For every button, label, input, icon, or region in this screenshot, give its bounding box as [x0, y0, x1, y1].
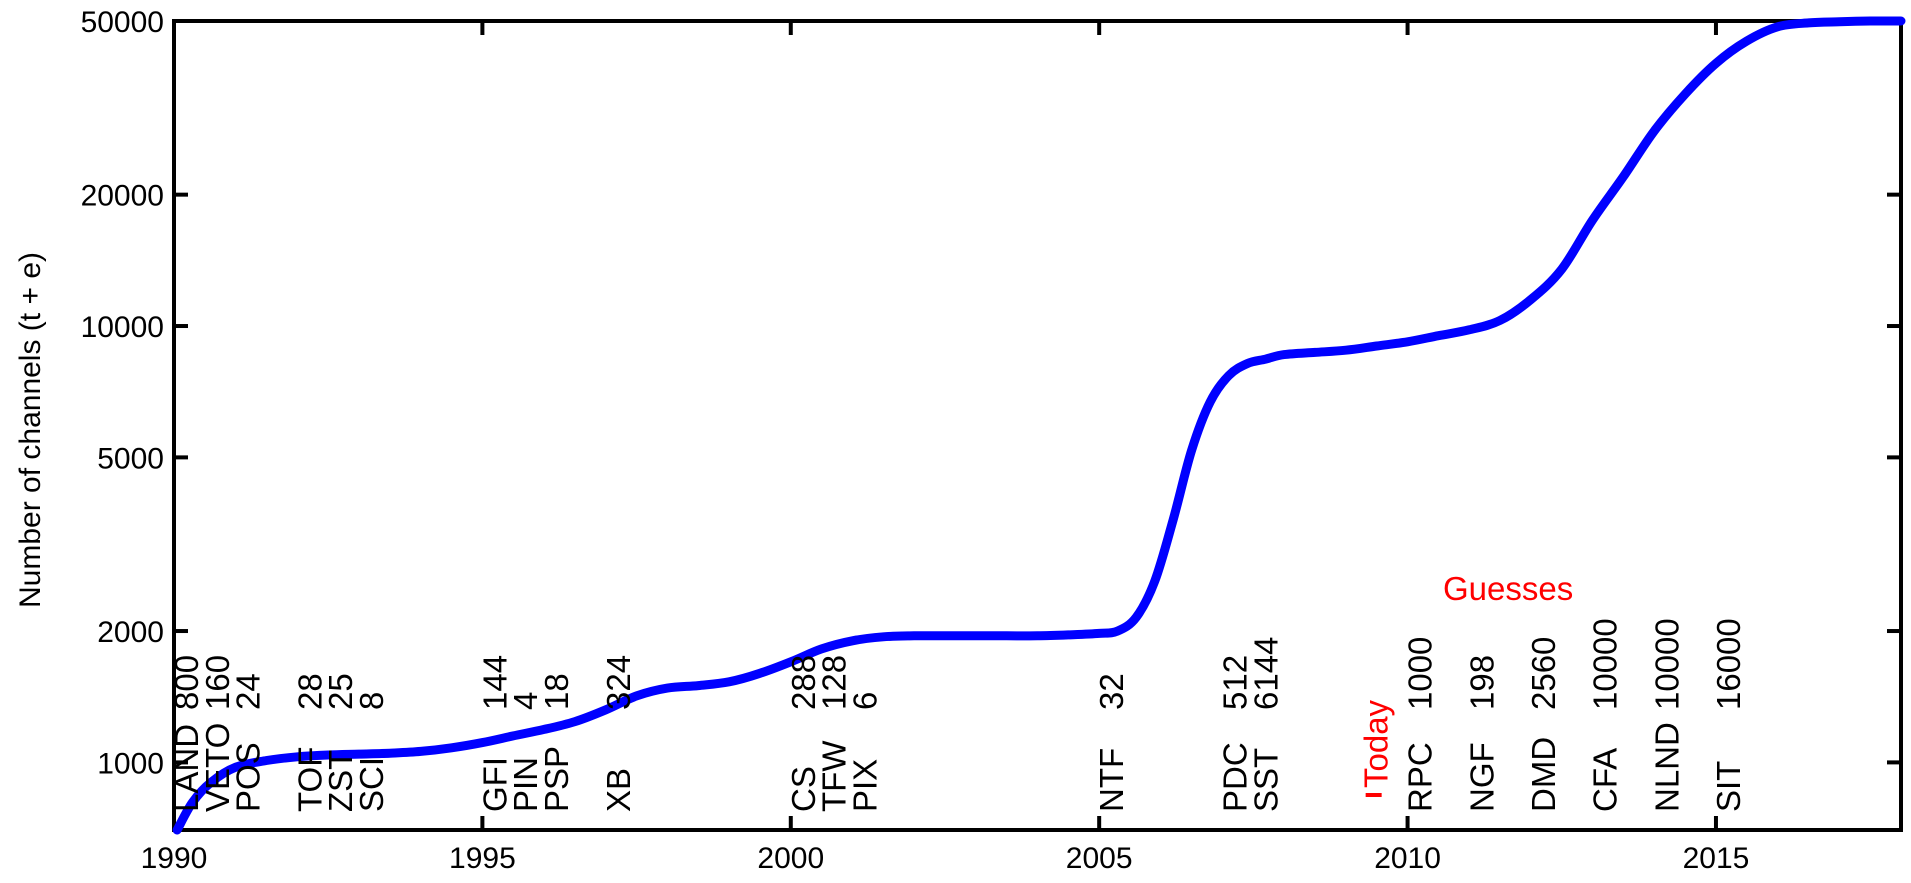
- channel-count-label: 4: [507, 692, 544, 710]
- channel-count-label: 6144: [1247, 637, 1284, 710]
- channel-count-label: 288: [785, 655, 822, 710]
- y-tick-label: 2000: [97, 616, 164, 649]
- plot-frame: [172, 19, 1903, 832]
- detector-name-label: TFW: [816, 740, 853, 812]
- x-tick-label: 1990: [141, 842, 208, 875]
- x-tick-label: 1995: [449, 842, 516, 875]
- channel-count-label: 6: [847, 692, 884, 710]
- detector-name-label: SCI: [353, 757, 390, 812]
- channel-count-label: 25: [322, 673, 359, 710]
- channel-count-label: 1000: [1402, 637, 1439, 710]
- detector-name-label: DMD: [1525, 737, 1562, 812]
- channel-count-label: 144: [476, 655, 513, 710]
- channel-count-label: 16000: [1710, 618, 1747, 710]
- channel-count-label: 32: [1093, 673, 1130, 710]
- detector-name-label: SIT: [1710, 761, 1747, 812]
- channel-count-label: 160: [199, 655, 236, 710]
- detector-name-label: PSP: [538, 746, 575, 812]
- x-tick-label: 2005: [1066, 842, 1133, 875]
- detector-name-label: NGF: [1463, 742, 1500, 812]
- detector-name-label: SST: [1247, 748, 1284, 812]
- channel-count-label: 198: [1463, 655, 1500, 710]
- channel-count-label: 2560: [1525, 637, 1562, 710]
- channel-count-label: 10000: [1587, 618, 1624, 710]
- channel-count-label: 28: [291, 673, 328, 710]
- channel-count-label: 800: [168, 655, 205, 710]
- y-axis-label: Number of channels (t + e): [14, 252, 47, 608]
- channel-count-label: 10000: [1648, 618, 1685, 710]
- detector-name-label: CS: [785, 766, 822, 812]
- channel-count-label: 24: [230, 673, 267, 710]
- today-label: Today: [1358, 699, 1395, 788]
- channel-count-label: 18: [538, 673, 575, 710]
- detector-name-label: GFI: [476, 757, 513, 812]
- detector-annotations: LAND 800 VETO 160 POS 24 TOF 28 ZST 25 SCI 8 GFI 144 P…: [168, 570, 1747, 812]
- y-tick-label: 5000: [97, 442, 164, 475]
- x-tick-label: 2015: [1683, 842, 1750, 875]
- y-tick-label: 1000: [97, 747, 164, 780]
- channel-count-label: 324: [600, 655, 637, 710]
- channel-count-label: 8: [353, 692, 390, 710]
- channel-count-label: 512: [1217, 655, 1254, 710]
- detector-name-label: NLND: [1648, 722, 1685, 812]
- guesses-label: Guesses: [1443, 570, 1573, 607]
- detector-name-label: NTF: [1093, 748, 1130, 812]
- detector-name-label: CFA: [1587, 748, 1624, 812]
- x-tick-label: 2010: [1374, 842, 1441, 875]
- detector-name-label: PIX: [847, 759, 884, 812]
- channel-count-label: 128: [816, 655, 853, 710]
- detector-name-label: XB: [600, 768, 637, 812]
- detector-name-label: PIN: [507, 757, 544, 812]
- detector-name-label: LAND: [168, 724, 205, 812]
- detector-name-label: PDC: [1217, 742, 1254, 812]
- detector-name-label: ZST: [322, 750, 359, 812]
- series-layer: [172, 16, 1906, 835]
- axes: 1990 1995 2000 2005 2010 2015 1000 2000 5000 1000…: [81, 6, 1903, 875]
- y-tick-label: 50000: [81, 6, 164, 39]
- detector-name-label: TOF: [291, 747, 328, 812]
- detector-name-label: VETO: [199, 723, 236, 812]
- channels-series-line: [172, 16, 1906, 835]
- y-tick-label: 20000: [81, 180, 164, 213]
- detector-name-label: POS: [230, 742, 267, 812]
- y-tick-label: 10000: [81, 311, 164, 344]
- x-tick-label: 2000: [757, 842, 824, 875]
- detector-name-label: RPC: [1402, 742, 1439, 812]
